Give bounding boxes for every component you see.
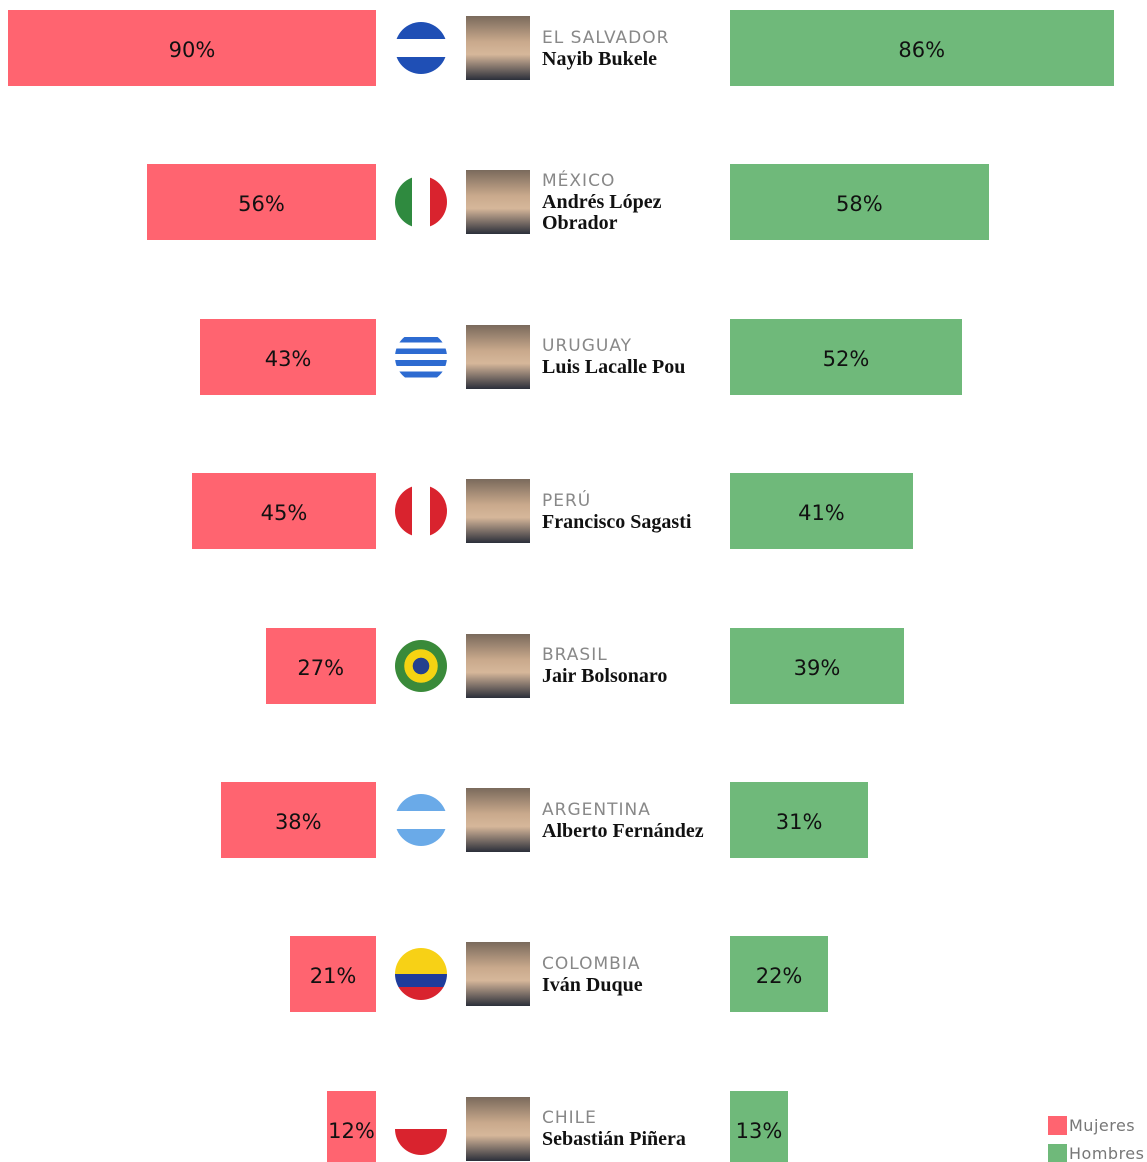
bar: 90% [7, 10, 376, 86]
leader-photo [466, 16, 530, 80]
leader-name: Iván Duque [542, 973, 643, 996]
country-name: BRASIL [542, 645, 608, 666]
bar: 86% [730, 10, 1114, 86]
leader-name: Andrés López Obrador [542, 191, 662, 235]
value-label: 43% [264, 346, 312, 371]
flag [395, 948, 447, 1001]
label-block: EL SALVADOR Nayib Bukele [542, 10, 727, 86]
value-label: 21% [309, 964, 357, 989]
flag [395, 330, 447, 383]
value-label: 52% [822, 346, 870, 371]
leader-name: Sebastián Piñera [542, 1128, 686, 1151]
flag [395, 176, 447, 229]
leader-photo [466, 788, 530, 852]
label-block: BRASIL Jair Bolsonaro [542, 628, 727, 704]
leader-photo [466, 479, 530, 544]
bar: 58% [730, 164, 989, 241]
legend-swatch [1048, 1144, 1067, 1162]
label-block: PERÚ Francisco Sagasti [542, 473, 727, 549]
value-label: 13% [735, 1118, 783, 1143]
flag [395, 639, 447, 692]
leader-photo [466, 324, 530, 389]
country-name: PERÚ [542, 490, 592, 511]
value-label: 45% [260, 501, 308, 526]
flag [395, 22, 447, 74]
country-name: CHILE [542, 1108, 597, 1129]
value-label: 22% [755, 964, 803, 989]
label-block: URUGUAY Luis Lacalle Pou [542, 319, 727, 395]
bar: 12% [326, 1090, 376, 1162]
value-label: 86% [898, 38, 946, 62]
value-label: 38% [274, 810, 322, 834]
leader-name: Nayib Bukele [542, 47, 658, 70]
bar: 21% [290, 936, 376, 1013]
country-name: ARGENTINA [542, 799, 651, 820]
bar: 22% [730, 936, 829, 1013]
legend-item: Mujeres [1048, 1116, 1135, 1135]
leader-name: Luis Lacalle Pou [542, 356, 686, 379]
flag [395, 794, 447, 846]
country-name: EL SALVADOR [542, 27, 670, 48]
label-block: MÉXICO Andrés López Obrador [542, 164, 727, 240]
leader-photo [466, 170, 530, 235]
leader-photo [466, 942, 530, 1007]
value-label: 12% [328, 1118, 375, 1143]
value-label: 41% [798, 501, 845, 526]
country-name: MÉXICO [542, 171, 616, 192]
legend-label: Hombres [1069, 1144, 1145, 1162]
country-name: URUGUAY [542, 336, 633, 357]
value-label: 31% [775, 810, 823, 834]
leader-photo [466, 633, 530, 698]
bar: 45% [191, 473, 376, 550]
leader-name: Francisco Sagasti [542, 510, 692, 533]
value-label: 27% [297, 655, 345, 680]
bar: 41% [730, 473, 913, 550]
value-label: 56% [238, 192, 285, 217]
flag [395, 485, 447, 538]
legend-item: Hombres [1048, 1144, 1144, 1162]
leader-photo [466, 1096, 530, 1161]
bar: 52% [730, 318, 962, 395]
bar: 38% [220, 782, 376, 858]
bar: 13% [730, 1090, 788, 1162]
label-block: COLOMBIA Iván Duque [542, 936, 727, 1012]
bar: 31% [730, 782, 869, 858]
legend-label: Mujeres [1069, 1116, 1136, 1135]
label-block: CHILE Sebastián Piñera [542, 1091, 727, 1162]
leader-name: Alberto Fernández [542, 819, 704, 842]
flag [395, 1102, 447, 1155]
bar: 43% [200, 318, 376, 395]
value-label: 58% [835, 192, 883, 217]
bar: 56% [146, 164, 376, 241]
label-block: ARGENTINA Alberto Fernández [542, 782, 727, 858]
bar: 27% [265, 627, 376, 704]
legend-swatch [1048, 1116, 1067, 1135]
value-label: 39% [793, 655, 841, 680]
country-name: COLOMBIA [542, 953, 641, 974]
bar: 39% [730, 627, 904, 704]
leader-name: Jair Bolsonaro [542, 665, 668, 688]
value-label: 90% [168, 38, 216, 62]
